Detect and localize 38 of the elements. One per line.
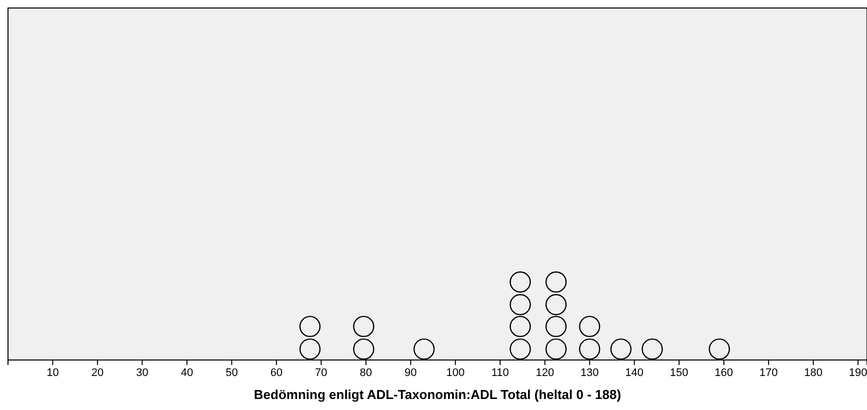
point (708, 338, 730, 360)
point (545, 271, 567, 293)
point (579, 338, 600, 360)
x-tick-label: 190 (848, 366, 867, 379)
x-tick-label: 150 (670, 366, 688, 379)
x-tick-label: 30 (136, 366, 148, 379)
point (610, 338, 632, 360)
point (353, 316, 374, 338)
x-tick-label: 60 (270, 366, 283, 379)
x-tick-label: 40 (180, 366, 194, 379)
point (545, 316, 567, 338)
point (413, 338, 435, 360)
x-tick-label: 20 (91, 366, 104, 379)
point (510, 316, 531, 338)
point (545, 338, 567, 360)
x-tick-label: 140 (625, 366, 644, 379)
x-tick-label: 130 (580, 366, 599, 379)
point (510, 338, 531, 360)
point (545, 294, 567, 316)
x-tick-label: 80 (360, 366, 372, 379)
x-tick-label: 110 (491, 366, 509, 379)
point (299, 338, 321, 360)
x-tick-label: 70 (315, 366, 328, 379)
x-tick-label: 90 (404, 366, 417, 379)
x-tick-label: 50 (226, 366, 238, 379)
x-tick-label: 120 (536, 366, 554, 379)
point (299, 316, 321, 338)
point (353, 338, 374, 360)
x-tick-label: 10 (46, 366, 59, 379)
x-tick-label: 160 (714, 366, 734, 379)
x-axis-title: Bedömning enligt ADL-Taxonomin:ADL Total (heltal 0 - 188) (254, 387, 622, 402)
x-tick-label: 170 (759, 366, 778, 379)
point (510, 294, 531, 316)
point (510, 271, 531, 293)
x-tick-label: 100 (446, 366, 465, 379)
x-tick-label: 180 (804, 366, 822, 379)
point (579, 316, 600, 338)
point (642, 338, 663, 360)
